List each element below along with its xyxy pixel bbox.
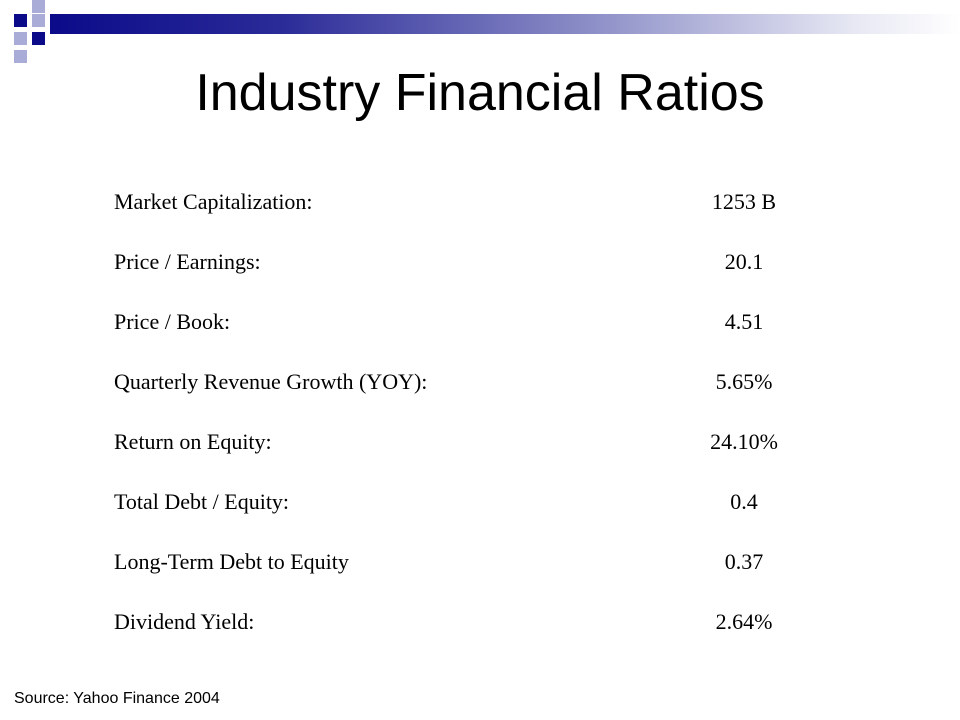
source-note: Source: Yahoo Finance 2004 xyxy=(14,690,220,707)
table-row: Long-Term Debt to Equity 0.37 xyxy=(114,532,814,592)
ratio-table: Market Capitalization: 1253 B Price / Ea… xyxy=(114,172,814,652)
page-title: Industry Financial Ratios xyxy=(195,64,765,122)
table-row: Total Debt / Equity: 0.4 xyxy=(114,472,814,532)
square-icon xyxy=(14,14,27,27)
ratio-value: 1253 B xyxy=(711,189,777,214)
square-icon xyxy=(32,0,45,13)
table-row: Price / Earnings: 20.1 xyxy=(114,232,814,292)
table-row: Price / Book: 4.51 xyxy=(114,292,814,352)
ratio-label: Quarterly Revenue Growth (YOY): xyxy=(114,369,428,394)
ratio-label: Dividend Yield: xyxy=(114,609,255,634)
square-icon xyxy=(14,50,27,63)
ratio-label: Market Capitalization: xyxy=(114,189,313,214)
ratio-value: 0.4 xyxy=(730,489,758,514)
square-icon xyxy=(32,32,45,45)
ratio-label: Total Debt / Equity: xyxy=(114,489,290,514)
ratio-value: 5.65% xyxy=(715,369,773,394)
ratio-value: 24.10% xyxy=(710,429,778,454)
table-row: Dividend Yield: 2.64% xyxy=(114,592,814,652)
table-row: Market Capitalization: 1253 B xyxy=(114,172,814,232)
ratio-label: Price / Book: xyxy=(114,309,231,334)
table-row: Return on Equity: 24.10% xyxy=(114,412,814,472)
header-gradient-bar xyxy=(50,14,960,34)
ratio-value: 2.64% xyxy=(715,609,773,634)
ratio-label: Return on Equity: xyxy=(114,429,272,454)
ratio-value: 0.37 xyxy=(724,549,764,574)
ratio-value: 20.1 xyxy=(724,249,764,274)
square-icon xyxy=(32,14,45,27)
ratio-value: 4.51 xyxy=(724,309,764,334)
table-row: Quarterly Revenue Growth (YOY): 5.65% xyxy=(114,352,814,412)
ratio-label: Long-Term Debt to Equity xyxy=(114,549,349,574)
square-icon xyxy=(14,32,27,45)
ratio-label: Price / Earnings: xyxy=(114,249,261,274)
